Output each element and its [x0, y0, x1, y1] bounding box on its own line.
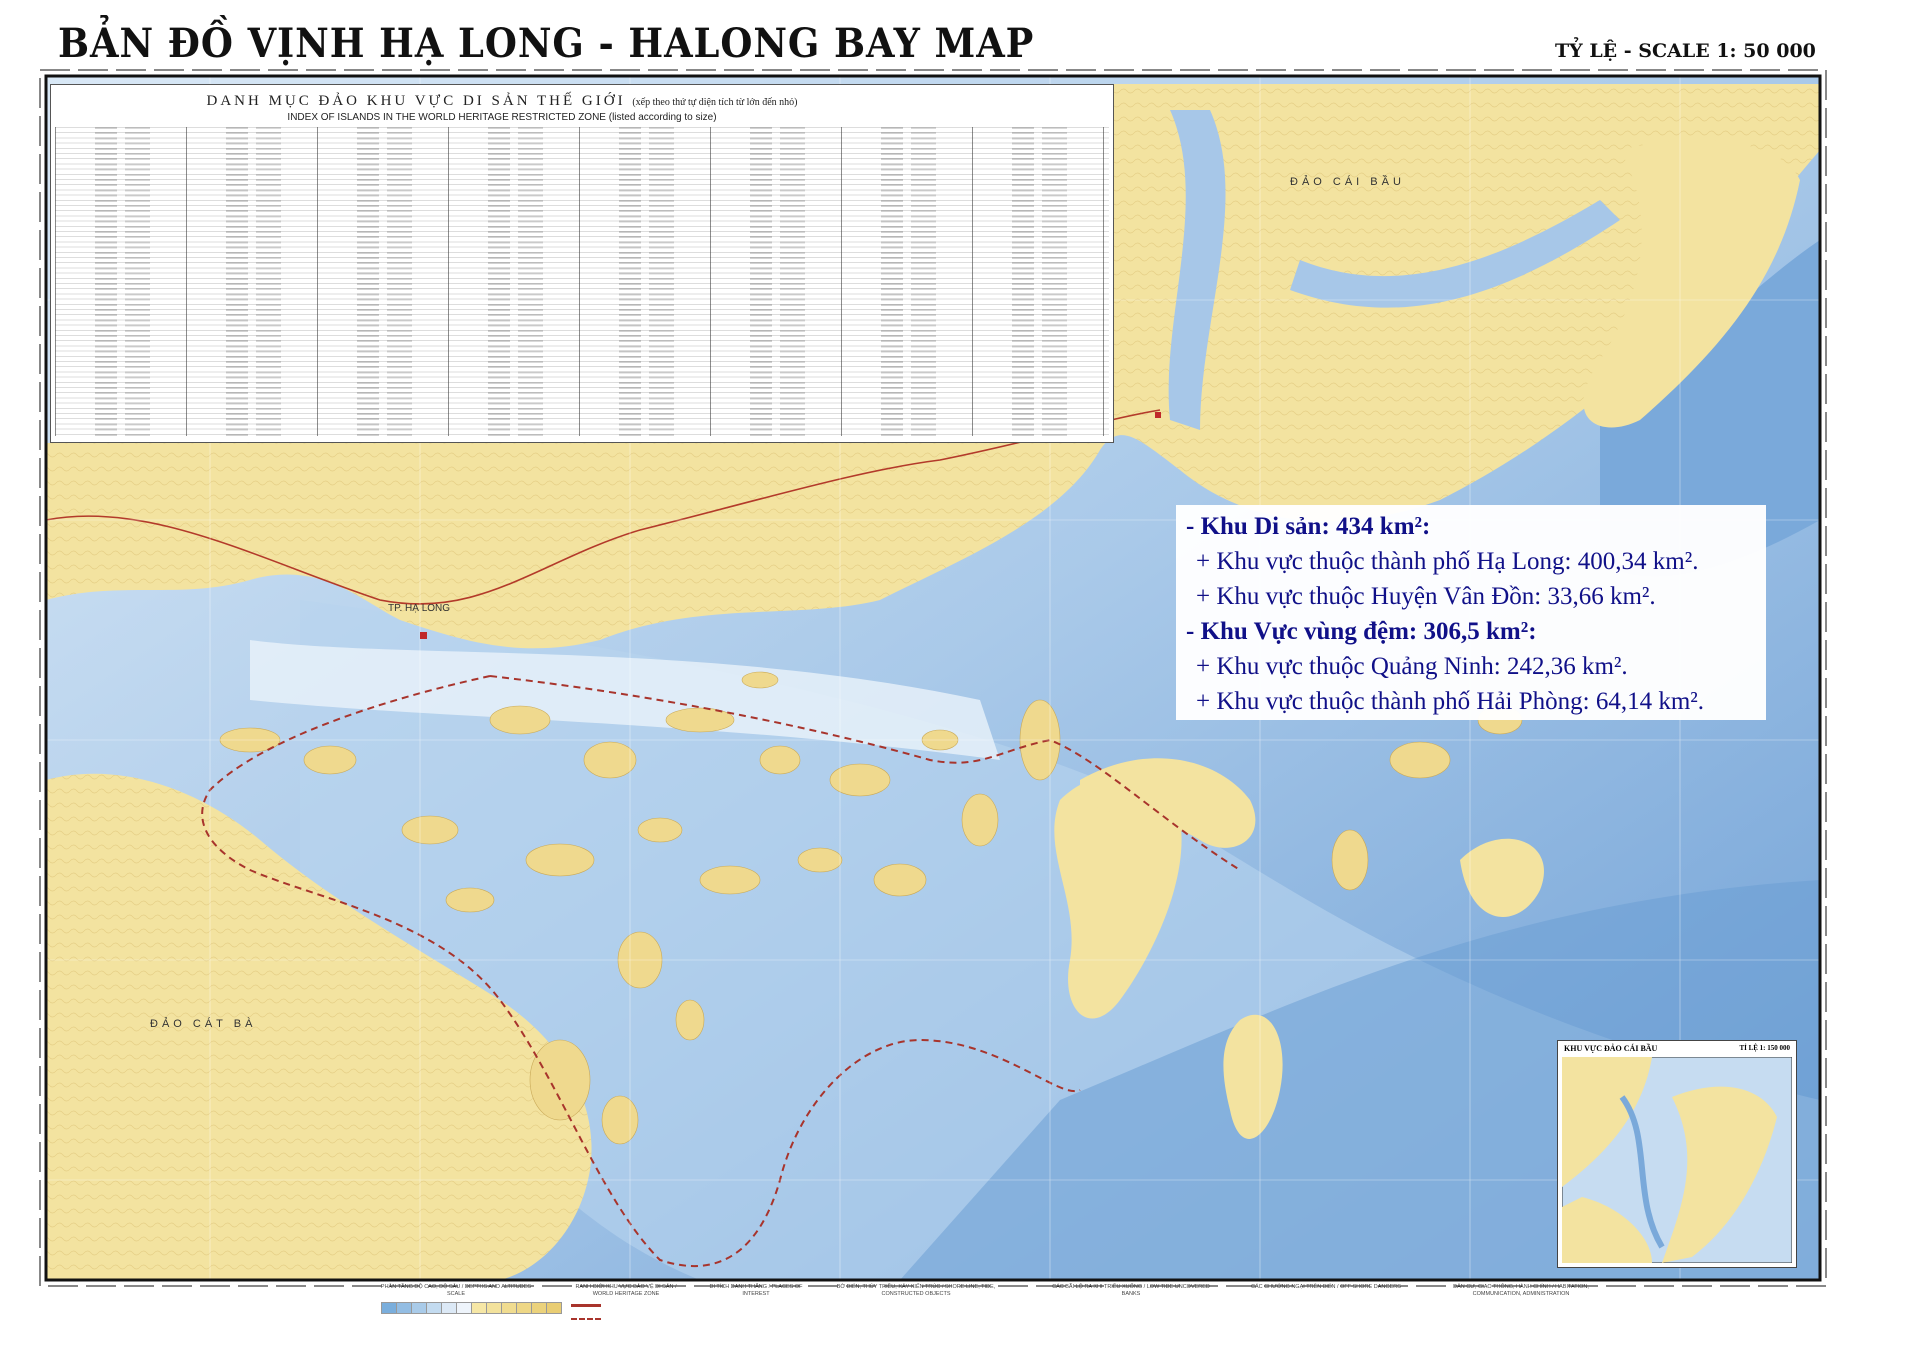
inset-map: [1562, 1057, 1792, 1263]
town-marker-icon: [1155, 412, 1161, 418]
heritage-area-ha-long: + Khu vực thuộc thành phố Hạ Long: 400,3…: [1196, 548, 1699, 575]
depth-color-swatch: [441, 1302, 457, 1314]
island-index-table: DANH MỤC ĐẢO KHU VỰC DI SẢN THẾ GIỚI (xế…: [50, 84, 1114, 443]
legend-depth-scale: PHÂN TẦNG ĐỘ CAO, ĐỘ SÂU / DEPTHS AND AL…: [380, 1284, 532, 1297]
boundary-dashed-sample: [571, 1318, 601, 1320]
island-east: [1054, 775, 1182, 1019]
depth-color-swatch: [396, 1302, 412, 1314]
buffer-area-total: - Khu Vực vùng đệm: 306,5 km²:: [1186, 618, 1537, 645]
depth-color-swatch: [486, 1302, 502, 1314]
place-label-ha-long: TP. HẠ LONG: [388, 603, 451, 614]
legend-places-of-interest: DI TÍCH DANH THẮNG / PLACES OF INTEREST: [709, 1284, 803, 1297]
inset-map-cai-bau[interactable]: KHU VỰC ĐẢO CÁI BẦU TỈ LỆ 1: 150 000: [1557, 1040, 1797, 1268]
road: [45, 409, 1161, 605]
heritage-area-total: - Khu Di sản: 434 km²:: [1186, 513, 1431, 540]
legend-heritage-zone: RANH GIỚI KHU VỰC BẢO VỆ DI SẢN / WORLD …: [575, 1284, 677, 1297]
depth-color-swatch: [516, 1302, 532, 1314]
island-right-peninsula: [1583, 140, 1800, 428]
place-label-cai-bau: ĐẢO CÁI BẦU: [1290, 176, 1405, 188]
depth-color-swatch: [501, 1302, 517, 1314]
depth-color-swatch: [456, 1302, 472, 1314]
index-grid: [55, 127, 1109, 436]
map-scale: TỶ LỆ - SCALE 1: 50 000: [1555, 40, 1816, 62]
depth-color-swatch: [546, 1302, 562, 1314]
inset-scale: TỈ LỆ 1: 150 000: [1739, 1044, 1790, 1052]
area-info-box: - Khu Di sản: 434 km²: + Khu vực thuộc t…: [1176, 505, 1766, 720]
buffer-area-hai-phong: + Khu vực thuộc thành phố Hải Phòng: 64,…: [1196, 688, 1705, 715]
legend-low-tide-banks: CÁC BÃI LỘ RA KHI TRIỀU XUỐNG / LOW TIDE…: [1052, 1284, 1210, 1297]
index-title-note: (xếp theo thứ tự diện tích từ lớn đến nh…: [632, 97, 798, 108]
depth-color-swatch: [411, 1302, 427, 1314]
buffer-area-quang-ninh: + Khu vực thuộc Quảng Ninh: 242,36 km².: [1196, 653, 1628, 680]
legend-shore-line: BỜ BIỂN, THỦY TRIỀU, XÂY KIẾN TRÚC / SHO…: [836, 1284, 996, 1297]
index-title-text: DANH MỤC ĐẢO KHU VỰC DI SẢN THẾ GIỚI: [206, 93, 626, 109]
depth-color-ramp: [381, 1302, 562, 1314]
boundary-line-sample: [571, 1304, 601, 1307]
depth-color-swatch: [426, 1302, 442, 1314]
index-entries: [55, 127, 1109, 436]
index-title-vi: DANH MỤC ĐẢO KHU VỰC DI SẢN THẾ GIỚI (xế…: [51, 93, 953, 110]
depth-color-swatch: [471, 1302, 487, 1314]
depth-color-swatch: [531, 1302, 547, 1314]
heritage-area-van-don: + Khu vực thuộc Huyện Vân Đồn: 33,66 km²…: [1196, 583, 1656, 610]
legend-offshore-dangers: CÁC CHƯỚNG NGẠI TRÊN BIỂN / OFF SHORE DA…: [1251, 1284, 1401, 1290]
depth-color-swatch: [381, 1302, 397, 1314]
index-title-en: INDEX OF ISLANDS IN THE WORLD HERITAGE R…: [287, 112, 717, 123]
place-label-cat-ba: ĐẢO CÁT BÀ: [150, 1018, 257, 1030]
map-legend: PHÂN TẦNG ĐỘ CAO, ĐỘ SÂU / DEPTHS AND AL…: [46, 1284, 1820, 1344]
city-marker-icon: [420, 632, 427, 639]
map-title: BẢN ĐỒ VỊNH HẠ LONG - HALONG BAY MAP: [58, 20, 1035, 67]
inset-title: KHU VỰC ĐẢO CÁI BẦU: [1564, 1044, 1658, 1053]
legend-habitation: DÂN CƯ, GIAO THÔNG, HÀNH CHÍNH / HABITAT…: [1453, 1284, 1589, 1297]
